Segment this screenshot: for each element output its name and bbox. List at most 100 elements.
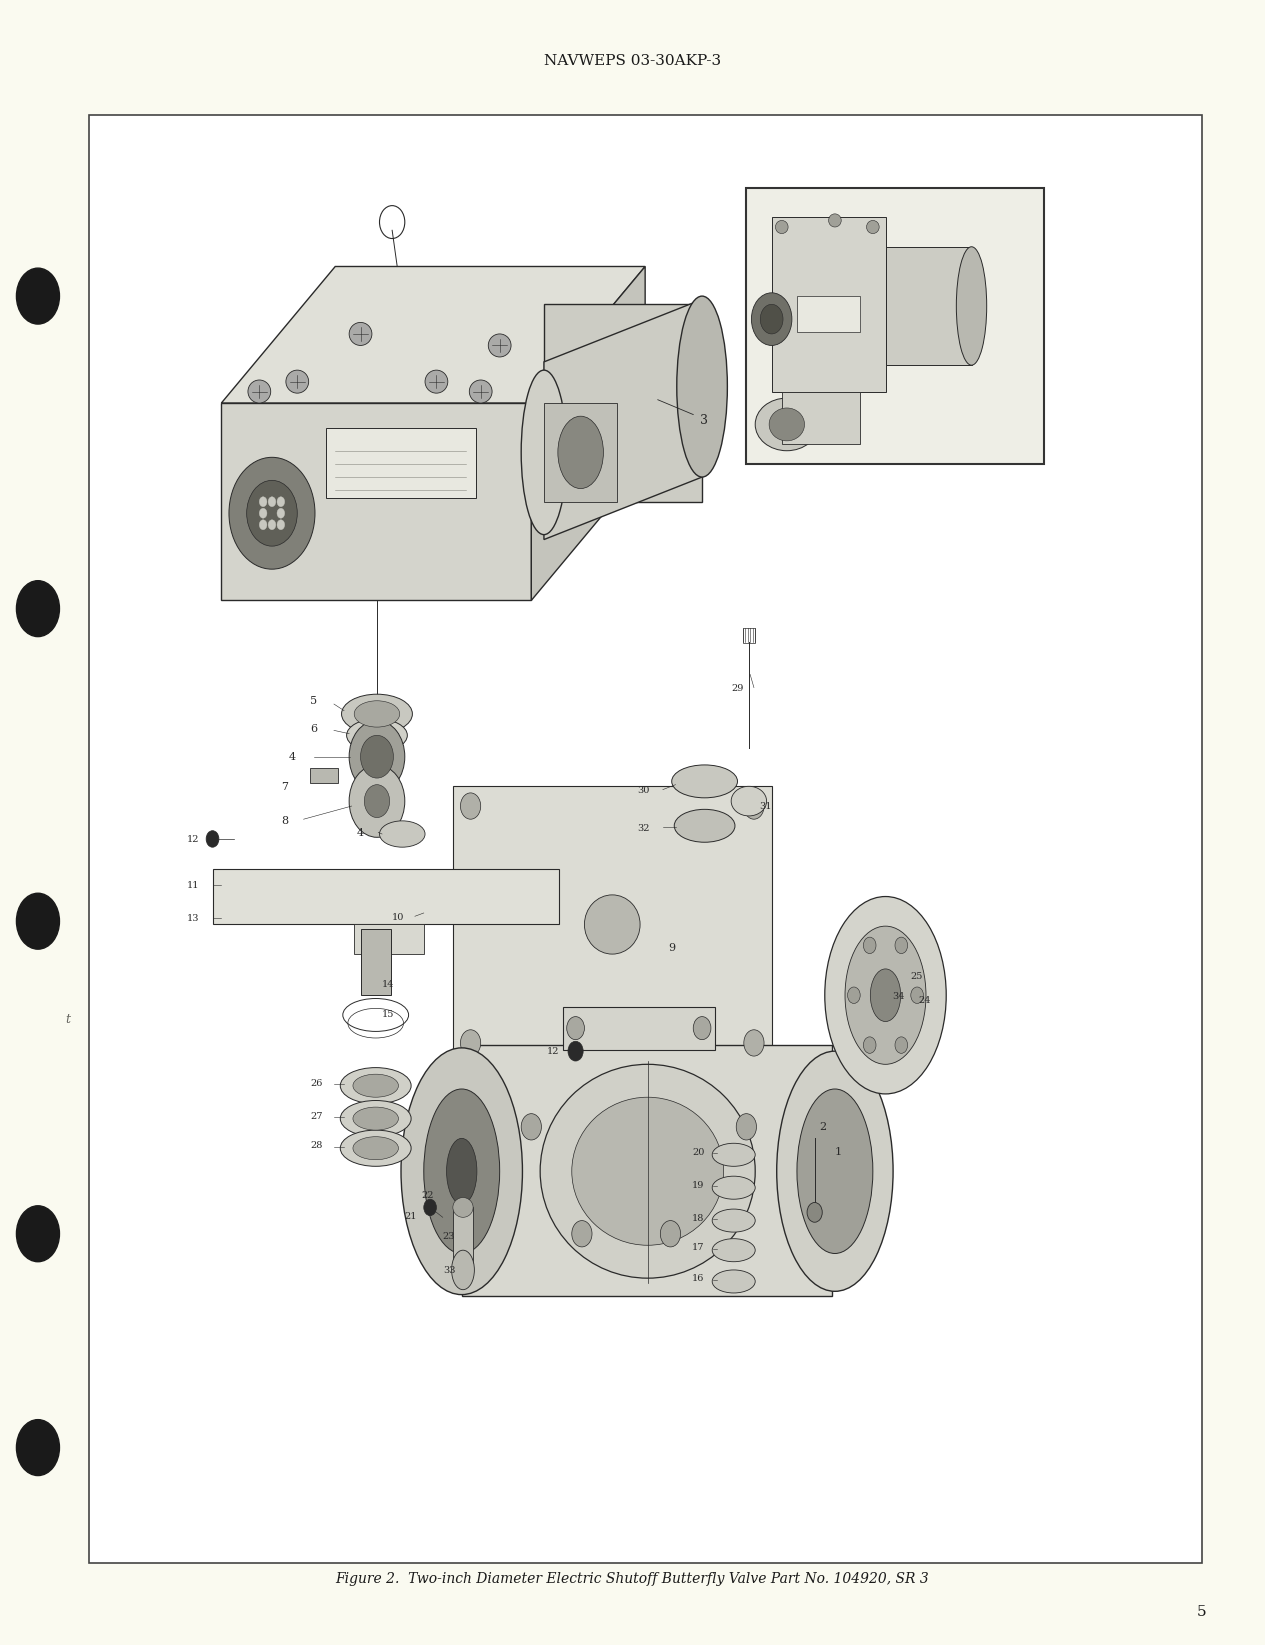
Bar (743, 628, 755, 643)
Text: 15: 15 (382, 1010, 395, 1018)
Ellipse shape (956, 247, 987, 365)
Ellipse shape (453, 1198, 473, 1217)
Text: 34: 34 (892, 992, 904, 1000)
Text: 5: 5 (1197, 1606, 1207, 1619)
Text: 3: 3 (700, 415, 707, 428)
Ellipse shape (424, 1199, 436, 1216)
Ellipse shape (340, 1101, 411, 1137)
Ellipse shape (460, 1030, 481, 1056)
Polygon shape (453, 786, 772, 1061)
Polygon shape (544, 299, 702, 540)
Text: t: t (66, 1013, 71, 1026)
Ellipse shape (712, 1270, 755, 1293)
Ellipse shape (353, 1137, 398, 1160)
Ellipse shape (744, 1030, 764, 1056)
Ellipse shape (911, 987, 923, 1003)
Ellipse shape (342, 694, 412, 734)
Ellipse shape (488, 334, 511, 357)
Text: 32: 32 (638, 824, 650, 832)
Ellipse shape (568, 1041, 583, 1061)
Circle shape (16, 1206, 59, 1262)
Text: 10: 10 (392, 913, 405, 921)
Ellipse shape (825, 897, 946, 1094)
Ellipse shape (863, 1036, 875, 1053)
Ellipse shape (845, 926, 926, 1064)
Text: 27: 27 (310, 1112, 323, 1120)
Ellipse shape (731, 786, 767, 816)
Ellipse shape (894, 938, 907, 954)
Ellipse shape (349, 721, 405, 793)
Text: 17: 17 (692, 1244, 705, 1252)
Ellipse shape (867, 220, 879, 234)
Circle shape (16, 581, 59, 637)
Ellipse shape (349, 765, 405, 837)
Ellipse shape (584, 895, 640, 954)
FancyBboxPatch shape (746, 188, 1044, 464)
Ellipse shape (229, 457, 315, 569)
Ellipse shape (848, 987, 860, 1003)
Polygon shape (354, 924, 424, 954)
Text: 7: 7 (281, 781, 288, 791)
Bar (310, 768, 338, 783)
Ellipse shape (572, 1097, 724, 1245)
Text: 5: 5 (310, 696, 318, 706)
Ellipse shape (736, 1114, 756, 1140)
Bar (544, 403, 617, 502)
Ellipse shape (380, 821, 425, 847)
Polygon shape (563, 1007, 715, 1050)
Polygon shape (772, 217, 886, 392)
Ellipse shape (744, 793, 764, 819)
Text: 11: 11 (187, 882, 200, 890)
Ellipse shape (863, 938, 875, 954)
Ellipse shape (558, 416, 603, 489)
Ellipse shape (424, 1089, 500, 1253)
Text: 24: 24 (918, 997, 931, 1005)
Ellipse shape (672, 765, 737, 798)
Ellipse shape (247, 480, 297, 546)
Ellipse shape (829, 214, 841, 227)
Text: 33: 33 (443, 1267, 455, 1275)
Ellipse shape (349, 322, 372, 345)
Ellipse shape (894, 1036, 907, 1053)
Polygon shape (221, 266, 645, 403)
Text: 6: 6 (310, 724, 318, 734)
Text: 19: 19 (692, 1181, 705, 1189)
Ellipse shape (567, 1017, 584, 1040)
Text: 16: 16 (692, 1275, 705, 1283)
Polygon shape (782, 392, 860, 444)
Text: 26: 26 (310, 1079, 323, 1087)
Ellipse shape (361, 735, 393, 778)
Ellipse shape (353, 1107, 398, 1130)
Ellipse shape (259, 520, 267, 530)
Circle shape (16, 268, 59, 324)
Text: 12: 12 (546, 1048, 559, 1056)
Ellipse shape (572, 1221, 592, 1247)
Ellipse shape (712, 1239, 755, 1262)
Polygon shape (213, 869, 559, 924)
Ellipse shape (712, 1209, 755, 1232)
Circle shape (16, 1420, 59, 1476)
Text: 20: 20 (692, 1148, 705, 1156)
Text: 23: 23 (443, 1232, 455, 1240)
Ellipse shape (452, 1250, 474, 1290)
Bar (797, 296, 860, 332)
Ellipse shape (277, 508, 285, 518)
Ellipse shape (797, 1089, 873, 1253)
Ellipse shape (206, 831, 219, 847)
Ellipse shape (425, 370, 448, 393)
Ellipse shape (469, 380, 492, 403)
Ellipse shape (277, 497, 285, 507)
Polygon shape (462, 1045, 832, 1296)
Ellipse shape (674, 809, 735, 842)
Ellipse shape (660, 1221, 681, 1247)
Text: 29: 29 (731, 684, 744, 693)
Ellipse shape (755, 398, 818, 451)
Ellipse shape (870, 969, 901, 1022)
Ellipse shape (259, 508, 267, 518)
Ellipse shape (807, 1202, 822, 1222)
Ellipse shape (760, 304, 783, 334)
Bar (326, 428, 476, 498)
Ellipse shape (693, 1017, 711, 1040)
Ellipse shape (769, 408, 805, 441)
FancyBboxPatch shape (89, 115, 1202, 1563)
